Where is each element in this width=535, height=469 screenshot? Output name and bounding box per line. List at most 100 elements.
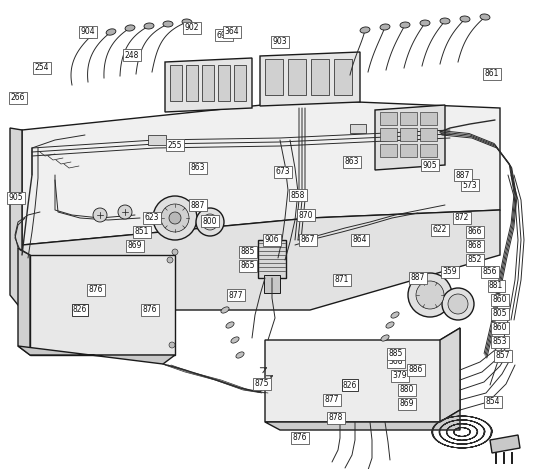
- Circle shape: [169, 212, 181, 224]
- Text: 904: 904: [81, 28, 95, 37]
- Circle shape: [416, 281, 444, 309]
- Bar: [202, 65, 214, 101]
- Text: 871: 871: [335, 275, 349, 285]
- Circle shape: [196, 208, 224, 236]
- Text: 805: 805: [493, 310, 507, 318]
- Ellipse shape: [381, 335, 389, 341]
- Text: 881: 881: [489, 281, 503, 290]
- Circle shape: [161, 204, 189, 232]
- Bar: [288, 59, 306, 95]
- Text: 877: 877: [325, 395, 339, 404]
- Ellipse shape: [380, 24, 390, 30]
- Text: 876: 876: [89, 286, 103, 295]
- Ellipse shape: [125, 25, 135, 31]
- Ellipse shape: [231, 337, 239, 343]
- Bar: [148, 135, 166, 145]
- Bar: [311, 59, 329, 95]
- Circle shape: [172, 249, 178, 255]
- Bar: [420, 144, 437, 157]
- Text: 858: 858: [291, 190, 305, 199]
- Bar: [400, 112, 417, 125]
- Text: 886: 886: [409, 365, 423, 375]
- Text: 623: 623: [145, 213, 159, 222]
- Text: 853: 853: [493, 338, 507, 347]
- Bar: [350, 124, 366, 133]
- Text: 364: 364: [225, 28, 239, 37]
- Text: 887: 887: [411, 273, 425, 282]
- Ellipse shape: [182, 19, 192, 25]
- Circle shape: [408, 273, 452, 317]
- Text: 885: 885: [389, 349, 403, 358]
- Text: 856: 856: [483, 267, 497, 277]
- Polygon shape: [490, 435, 520, 453]
- Polygon shape: [260, 52, 360, 106]
- Polygon shape: [30, 255, 175, 355]
- Ellipse shape: [420, 20, 430, 26]
- Text: 857: 857: [496, 351, 510, 361]
- Ellipse shape: [386, 322, 394, 328]
- Text: 379: 379: [393, 371, 407, 380]
- Text: 902: 902: [185, 23, 199, 32]
- Circle shape: [442, 288, 474, 320]
- Text: 826: 826: [73, 305, 87, 315]
- Text: 248: 248: [125, 51, 139, 60]
- Text: 887: 887: [191, 201, 205, 210]
- Bar: [380, 144, 397, 157]
- Text: 255: 255: [168, 141, 182, 150]
- Text: 854: 854: [486, 398, 500, 407]
- Polygon shape: [22, 210, 500, 310]
- Ellipse shape: [226, 322, 234, 328]
- Text: 851: 851: [135, 227, 149, 236]
- Text: 875: 875: [255, 379, 269, 388]
- Ellipse shape: [360, 27, 370, 33]
- Text: 905: 905: [423, 160, 437, 169]
- Circle shape: [169, 342, 175, 348]
- Ellipse shape: [460, 16, 470, 22]
- Text: 863: 863: [191, 164, 205, 173]
- Text: 867: 867: [301, 235, 315, 244]
- Text: 880: 880: [400, 386, 414, 394]
- Text: 860: 860: [493, 295, 507, 304]
- Text: 861: 861: [485, 69, 499, 78]
- Text: 876: 876: [293, 433, 307, 442]
- Text: 906: 906: [265, 235, 279, 244]
- Ellipse shape: [163, 21, 173, 27]
- Bar: [400, 128, 417, 141]
- Text: 826: 826: [343, 380, 357, 389]
- Circle shape: [167, 257, 173, 263]
- Circle shape: [202, 214, 218, 230]
- Ellipse shape: [87, 32, 97, 38]
- Text: 266: 266: [11, 93, 25, 103]
- Ellipse shape: [480, 14, 490, 20]
- Polygon shape: [18, 248, 30, 355]
- Text: 868: 868: [468, 242, 482, 250]
- Text: 887: 887: [456, 171, 470, 180]
- Bar: [265, 59, 283, 95]
- Polygon shape: [375, 105, 445, 170]
- Ellipse shape: [391, 312, 399, 318]
- Text: 622: 622: [433, 226, 447, 234]
- Bar: [258, 240, 286, 278]
- Text: 852: 852: [468, 256, 482, 265]
- Ellipse shape: [106, 29, 116, 35]
- Text: 869: 869: [400, 400, 414, 408]
- Circle shape: [118, 205, 132, 219]
- Polygon shape: [18, 346, 175, 364]
- Text: 254: 254: [35, 63, 49, 73]
- Polygon shape: [440, 328, 460, 422]
- Text: 872: 872: [455, 213, 469, 222]
- Bar: [380, 112, 397, 125]
- Text: 864: 864: [353, 235, 367, 244]
- Ellipse shape: [236, 352, 244, 358]
- Bar: [234, 65, 246, 101]
- Bar: [170, 65, 182, 101]
- Bar: [218, 65, 230, 101]
- Circle shape: [153, 196, 197, 240]
- Text: 800: 800: [203, 217, 217, 226]
- Polygon shape: [165, 58, 252, 112]
- Text: 869: 869: [128, 242, 142, 250]
- Text: 863: 863: [345, 158, 359, 166]
- Text: 865: 865: [241, 262, 255, 271]
- Text: 573: 573: [463, 181, 477, 189]
- Text: 693: 693: [217, 30, 231, 39]
